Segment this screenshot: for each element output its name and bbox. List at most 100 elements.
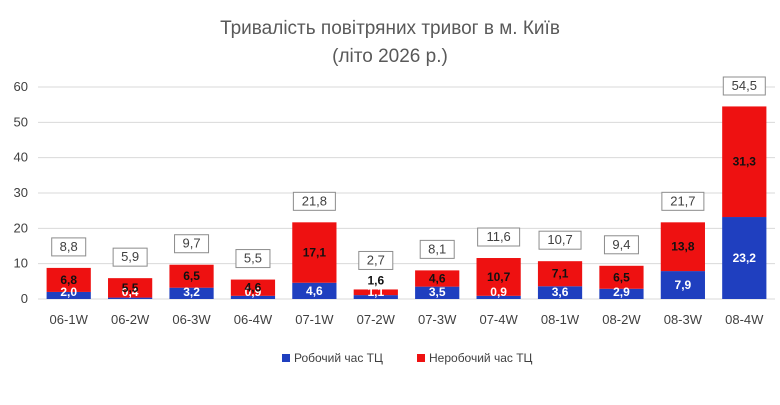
total-label: 8,1 — [428, 241, 446, 256]
data-label-work-time: 2,0 — [60, 285, 77, 299]
bar-work-time — [660, 271, 705, 299]
bar-off-time — [108, 278, 153, 298]
bar-off-time — [230, 279, 276, 296]
x-axis-categories: 06-1W 06-2W 06-3W 06-4W 07-1W 07-2W 07-3W 07-4W… — [50, 312, 765, 327]
total-label-box — [661, 191, 705, 211]
total-label: 21,7 — [670, 193, 695, 208]
bar-work-time — [537, 286, 583, 299]
x-tick-label: 07-2W — [357, 312, 396, 327]
total-label: 11,6 — [486, 229, 510, 244]
data-label-work-time: 0,9 — [490, 285, 507, 299]
bar-off-time — [722, 106, 767, 218]
chart-subtitle: (літо 2026 р.) — [332, 46, 448, 67]
bar-off-time — [353, 289, 398, 296]
bar-work-time — [353, 295, 398, 299]
bar-off-time — [415, 270, 460, 287]
total-label-box — [538, 230, 582, 250]
legend-swatch-off-time — [417, 354, 425, 362]
data-label-off-time: 6,8 — [60, 273, 77, 287]
legend-swatch-work-time — [282, 354, 290, 362]
total-label: 9,4 — [612, 237, 630, 252]
total-label-box — [235, 249, 271, 269]
data-label-off-time: 4,6 — [429, 272, 446, 286]
y-tick-label: 60 — [14, 79, 28, 94]
data-label-work-time: 3,2 — [183, 285, 200, 299]
y-tick-label: 50 — [14, 114, 28, 129]
y-axis-ticks: 0 10 20 30 40 50 60 — [14, 79, 28, 306]
data-label-off-time: 17,1 — [303, 246, 327, 260]
bar-off-time — [46, 267, 91, 292]
x-tick-label: 08-2W — [602, 312, 641, 327]
data-label-off-time: 10,7 — [487, 270, 511, 284]
x-tick-label: 06-4W — [234, 312, 273, 327]
bar-work-time — [108, 297, 153, 299]
data-label-off-time: 6,5 — [613, 270, 630, 284]
total-label-box — [112, 247, 148, 267]
total-label-box — [477, 227, 521, 247]
data-labels: 2,06,88,80,45,55,93,26,59,70,94,65,54,61… — [51, 76, 766, 299]
total-label: 5,5 — [244, 251, 262, 266]
bar-work-time — [415, 286, 460, 299]
bar-work-time — [722, 217, 767, 299]
data-label-work-time: 23,2 — [733, 251, 757, 265]
y-tick-label: 10 — [14, 256, 28, 271]
bar-off-time — [599, 265, 644, 289]
total-label: 2,7 — [367, 252, 385, 267]
x-tick-label: 06-1W — [50, 312, 89, 327]
data-label-work-time: 0,9 — [245, 285, 262, 299]
bars — [46, 106, 767, 299]
total-label-box — [603, 235, 639, 255]
total-label: 9,7 — [183, 236, 201, 251]
bar-work-time — [169, 287, 214, 299]
legend: Робочий час ТЦ Неробочий час ТЦ — [282, 351, 533, 365]
gridlines — [38, 86, 775, 300]
data-label-work-time: 3,5 — [429, 285, 446, 299]
bar-work-time — [599, 288, 644, 299]
x-tick-label: 06-2W — [111, 312, 150, 327]
data-label-off-time: 31,3 — [733, 155, 757, 169]
total-label: 54,5 — [732, 78, 757, 93]
total-label-box — [358, 250, 394, 270]
bar-off-time — [169, 264, 214, 288]
data-label-work-time: 0,4 — [122, 285, 139, 299]
bar-off-time — [537, 261, 583, 287]
x-tick-label: 07-1W — [295, 312, 334, 327]
bar-work-time — [476, 295, 521, 299]
data-label-work-time: 3,6 — [552, 285, 569, 299]
legend-label-off-time: Неробочий час ТЦ — [429, 351, 533, 365]
data-label-work-time: 2,9 — [613, 285, 630, 299]
bar-off-time — [660, 222, 705, 272]
x-tick-label: 08-4W — [725, 312, 764, 327]
data-label-work-time: 7,9 — [675, 278, 692, 292]
total-label-box — [419, 239, 455, 259]
bar-work-time — [292, 282, 337, 299]
x-tick-label: 08-1W — [541, 312, 580, 327]
data-label-off-time: 13,8 — [671, 240, 695, 254]
y-tick-label: 30 — [14, 185, 28, 200]
data-label-off-time: 4,6 — [245, 281, 262, 295]
data-label-off-time: 6,5 — [183, 269, 200, 283]
bar-work-time — [230, 295, 276, 299]
total-label-box — [292, 191, 336, 211]
total-label-box — [174, 234, 210, 254]
bar-off-time — [292, 222, 337, 283]
data-label-work-time: 4,6 — [306, 284, 323, 298]
total-label-box — [51, 237, 87, 257]
chart-title: Тривалість повітряних тривог в м. Київ — [220, 18, 560, 39]
legend-label-work-time: Робочий час ТЦ — [294, 351, 383, 365]
x-tick-label: 06-3W — [172, 312, 211, 327]
data-label-off-time: 7,1 — [552, 267, 569, 281]
y-tick-label: 0 — [21, 291, 28, 306]
bar-off-time — [476, 258, 521, 296]
data-label-off-time: 1,6 — [367, 273, 384, 287]
total-label-box — [722, 76, 766, 96]
total-label: 21,8 — [302, 193, 327, 208]
y-tick-label: 40 — [14, 150, 28, 165]
data-label-work-time: 1,1 — [367, 285, 384, 299]
y-tick-label: 20 — [14, 220, 28, 235]
data-label-off-time: 5,5 — [122, 281, 139, 295]
x-tick-label: 07-4W — [479, 312, 518, 327]
total-label: 10,7 — [547, 232, 572, 247]
